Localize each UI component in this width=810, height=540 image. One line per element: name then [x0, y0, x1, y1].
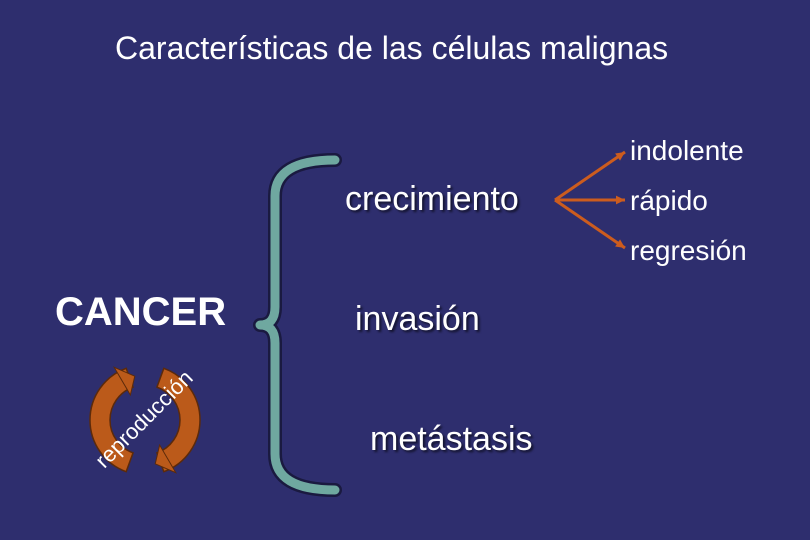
branch-metastasis: metástasis	[370, 420, 533, 459]
svg-overlay: reproducción	[0, 0, 810, 540]
branch-invasion: invasión	[355, 300, 480, 339]
branch-crecimiento: crecimiento	[345, 180, 519, 219]
cancer-label: CANCER	[55, 290, 226, 335]
outcome-indolente: indolente	[630, 135, 744, 167]
cycle-label: reproducción	[90, 365, 198, 473]
outcome-rapido: rápido	[630, 185, 708, 217]
slide-stage: reproducción Características de las célu…	[0, 0, 810, 540]
slide-title: Características de las células malignas	[115, 30, 668, 67]
outcome-regresion: regresión	[630, 235, 747, 267]
